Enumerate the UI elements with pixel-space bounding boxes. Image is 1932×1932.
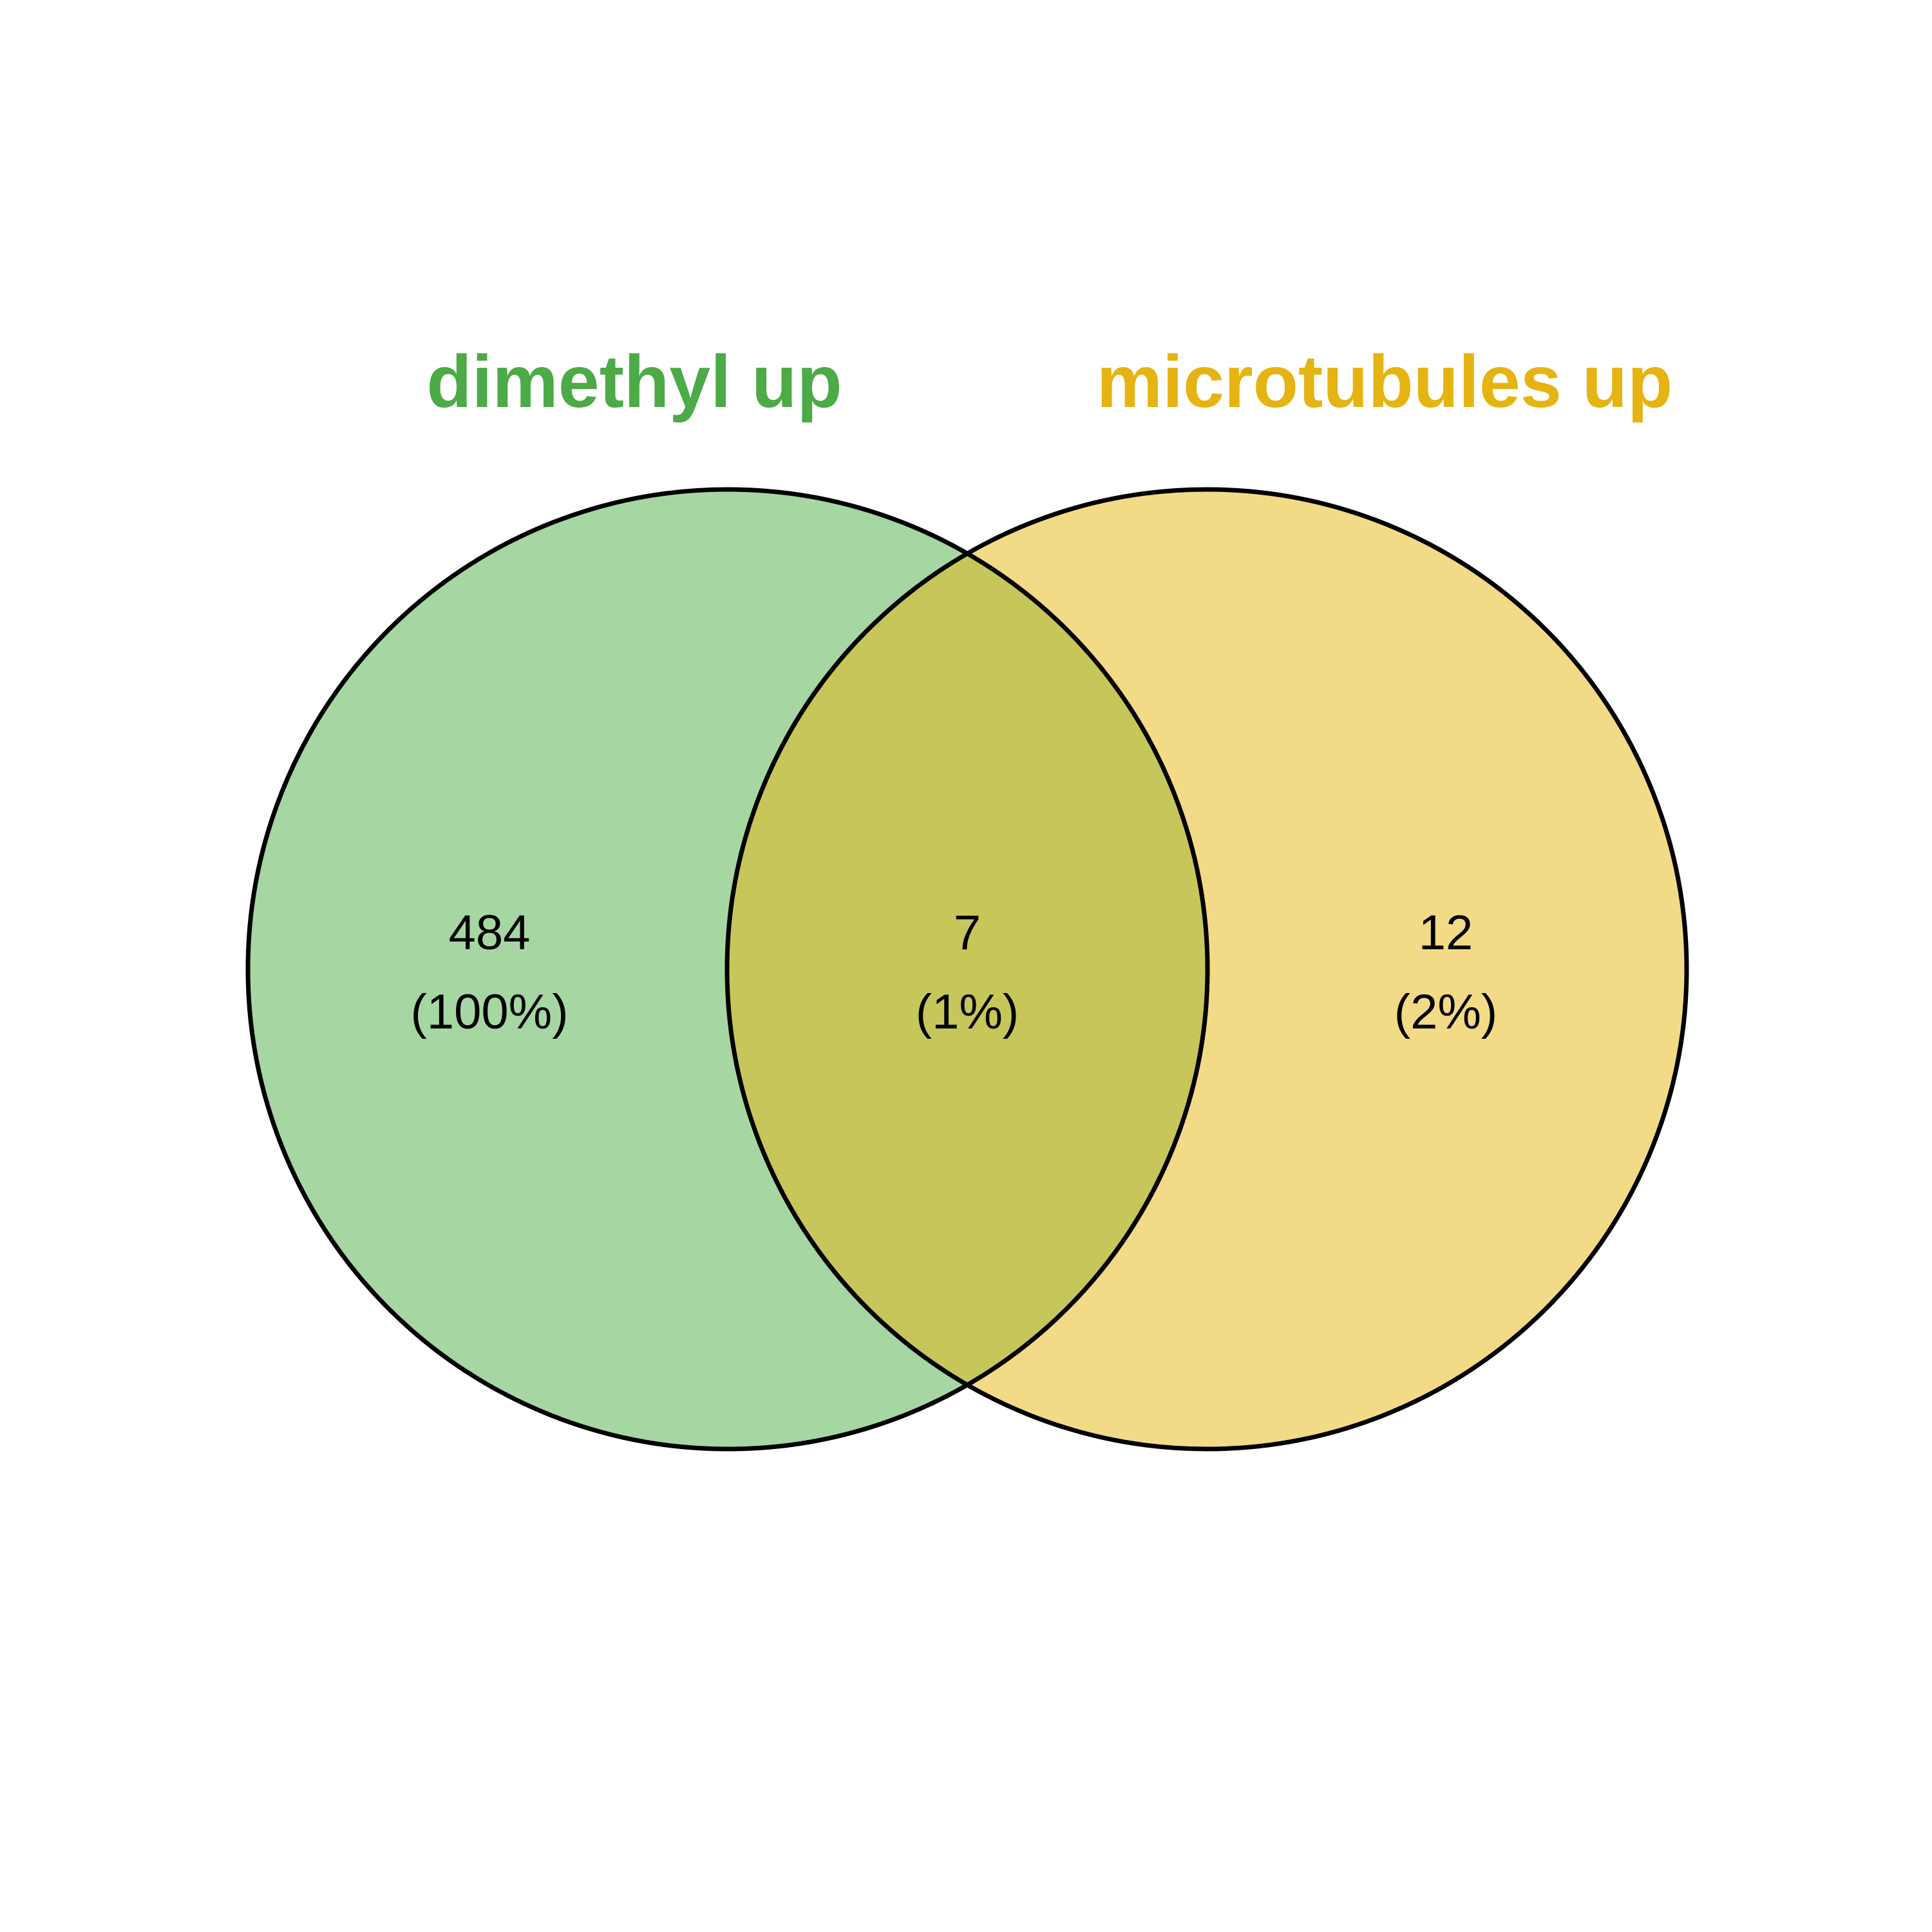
intersection-count: 7 [954, 905, 981, 960]
set-a-only-count: 484 [449, 905, 531, 960]
set-a-only-percent: (100%) [411, 985, 569, 1039]
intersection-percent: (1%) [916, 985, 1019, 1039]
set-b-outline [724, 487, 1689, 1452]
set-a-outline [245, 487, 1210, 1452]
set-b-only-percent: (2%) [1394, 985, 1497, 1039]
set-a-label: dimethyl up [426, 341, 842, 423]
set-b-only-count: 12 [1419, 905, 1473, 960]
set-b-label: microtubules up [1097, 341, 1673, 423]
